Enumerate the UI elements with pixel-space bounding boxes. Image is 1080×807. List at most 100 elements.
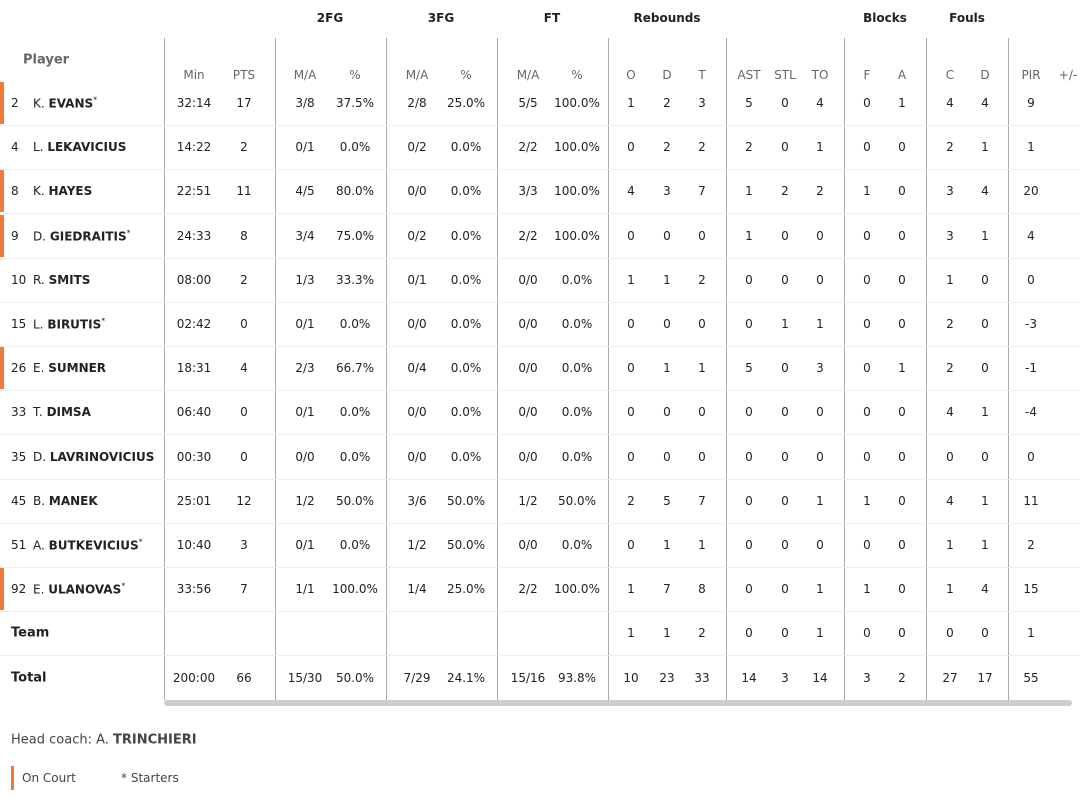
starter-mark: * xyxy=(138,537,143,547)
player-surname: MANEK xyxy=(48,493,98,508)
stat-cell: 1 xyxy=(946,272,954,287)
player-surname: BUTKEVICIUS xyxy=(48,538,139,553)
on-court-marker xyxy=(0,170,4,213)
stat-cell: 5 xyxy=(745,361,753,376)
column-header: M/A xyxy=(293,68,317,82)
player-number: 2 xyxy=(11,96,19,110)
stat-cell: 0 xyxy=(863,538,871,552)
stat-cell: 10:40 xyxy=(176,538,212,552)
player-surname: LAVRINOVICIUS xyxy=(49,449,155,464)
column-header: F xyxy=(863,68,871,82)
stat-cell: 7 xyxy=(698,184,706,199)
stat-cell: 0 xyxy=(898,140,906,155)
player-number: 4 xyxy=(11,140,19,155)
stat-cell: 1 xyxy=(816,140,824,155)
stat-cell: 100.0% xyxy=(554,184,600,199)
stat-cell: 1 xyxy=(627,272,635,287)
stat-cell: 4 xyxy=(981,582,989,597)
stat-cell: 7/29 xyxy=(403,670,431,685)
group-header: Blocks xyxy=(863,11,907,25)
stat-cell: 0 xyxy=(240,317,248,331)
stat-cell: 33 xyxy=(694,670,710,685)
stat-cell: 0 xyxy=(898,317,906,331)
row-divider xyxy=(0,434,1080,436)
stat-cell: 0/0 xyxy=(518,449,538,464)
stat-cell: 2 xyxy=(946,140,954,155)
row-label: Team xyxy=(11,625,50,641)
stat-cell: 0 xyxy=(898,626,906,641)
stat-cell: 50.0% xyxy=(335,670,375,685)
stat-cell: 1/4 xyxy=(407,582,427,597)
stat-cell: 1 xyxy=(816,582,824,597)
stat-cell: 02:42 xyxy=(176,317,212,331)
stat-cell: 5/5 xyxy=(518,96,538,110)
stat-cell: 0/0 xyxy=(407,317,427,331)
stat-cell: 4 xyxy=(981,96,989,110)
stat-cell: 1 xyxy=(816,317,824,331)
stat-cell: 0/1 xyxy=(407,272,427,287)
row-divider xyxy=(0,125,1080,126)
row-label: Total xyxy=(11,670,47,686)
stat-cell: 1 xyxy=(981,405,989,420)
player-name: L. LEKAVICIUS xyxy=(33,140,126,154)
column-header: O xyxy=(626,68,636,82)
stat-cell: 15/30 xyxy=(287,670,323,685)
stat-cell: 3/4 xyxy=(295,228,315,243)
stat-cell: 0.0% xyxy=(450,184,482,199)
stat-cell: 0 xyxy=(781,228,789,243)
player-number: 51 xyxy=(11,538,27,552)
stat-cell: 3 xyxy=(663,184,671,199)
stat-cell: 0/0 xyxy=(518,538,538,552)
stat-cell: 1 xyxy=(981,228,989,243)
coach-label: Head coach: xyxy=(11,732,92,748)
stat-cell: 4 xyxy=(1027,228,1035,243)
stat-cell: 14 xyxy=(741,670,757,685)
stat-cell: 0 xyxy=(627,140,635,155)
stat-cell: 0 xyxy=(898,184,906,199)
player-number: 92 xyxy=(11,582,27,597)
player-surname: EVANS xyxy=(48,96,94,111)
column-divider xyxy=(275,38,276,700)
stat-cell: 4/5 xyxy=(295,184,315,199)
player-number: 33 xyxy=(11,405,27,420)
stat-cell: 0 xyxy=(863,96,871,110)
player-number: 26 xyxy=(11,361,27,376)
group-header: 3FG xyxy=(427,11,455,25)
row-divider xyxy=(0,478,1080,480)
stat-cell: 1 xyxy=(627,626,635,641)
stat-cell: 0 xyxy=(898,228,906,243)
stat-cell: 2 xyxy=(240,272,248,287)
stat-cell: 27 xyxy=(942,670,958,685)
player-surname: GIEDRAITIS xyxy=(49,229,127,244)
stat-cell: 0/1 xyxy=(295,405,315,420)
stat-cell: 0 xyxy=(863,228,871,243)
row-divider xyxy=(0,169,1080,171)
stat-cell: 14:22 xyxy=(176,140,212,155)
stat-cell: 24:33 xyxy=(176,228,212,243)
stat-cell: 0.0% xyxy=(561,405,593,420)
stat-cell: 0 xyxy=(745,626,753,641)
stat-cell: 0/0 xyxy=(407,449,427,464)
stat-cell: 0.0% xyxy=(450,317,482,331)
column-divider xyxy=(726,38,727,700)
stat-cell: 1 xyxy=(663,626,671,641)
player-name: D. GIEDRAITIS* xyxy=(33,228,131,243)
column-header: C xyxy=(945,68,955,82)
scrollbar xyxy=(164,700,1072,706)
stat-cell: 0 xyxy=(946,449,954,464)
player-initial: T. xyxy=(33,405,43,420)
player-name: T. DIMSA xyxy=(33,405,91,419)
stat-cell: 0 xyxy=(981,317,989,331)
stat-cell: 2/2 xyxy=(518,582,538,597)
column-header: TO xyxy=(811,68,829,82)
player-surname: ULANOVAS xyxy=(48,582,122,597)
stat-cell: 0 xyxy=(781,449,789,464)
stat-cell: 0 xyxy=(663,405,671,420)
player-name: E. SUMNER xyxy=(33,361,106,375)
stat-cell: 0 xyxy=(981,361,989,376)
column-divider xyxy=(844,38,845,700)
stat-cell: 3 xyxy=(863,670,871,685)
player-initial: D. xyxy=(33,229,47,244)
stat-cell: 2/3 xyxy=(295,361,315,376)
stat-cell: 3 xyxy=(240,538,248,552)
